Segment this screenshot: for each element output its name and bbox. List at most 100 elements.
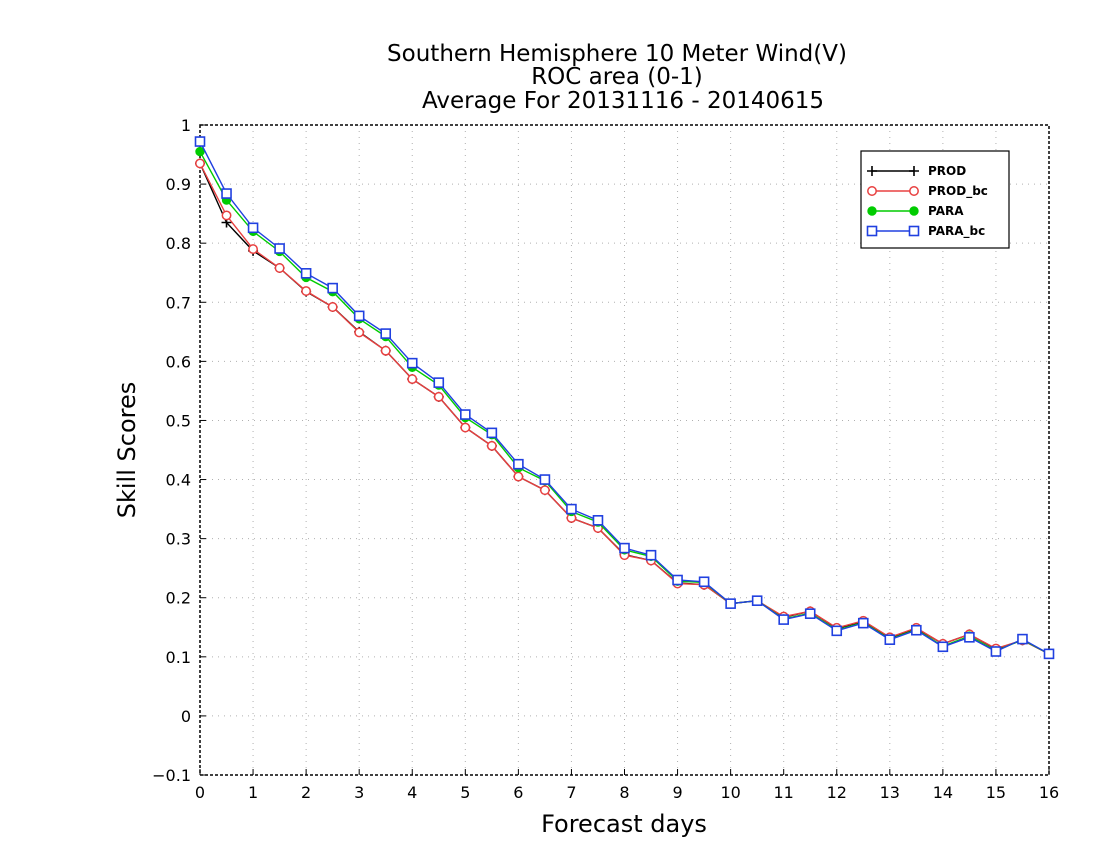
data-point <box>274 243 285 254</box>
data-point <box>300 268 312 279</box>
data-point <box>195 158 205 169</box>
data-point <box>964 632 975 643</box>
data-point <box>486 427 498 439</box>
y-tick-label: 0.7 <box>166 293 191 312</box>
x-tick-label: 15 <box>986 783 1006 802</box>
data-point <box>486 440 497 451</box>
legend-marker <box>909 166 919 176</box>
legend-marker <box>909 206 919 216</box>
y-tick-label: 0.1 <box>166 648 191 667</box>
data-point <box>221 210 232 221</box>
data-point <box>937 641 949 653</box>
legend-label: PARA_bc <box>928 224 985 239</box>
data-point <box>831 625 843 637</box>
series-layer <box>194 136 1055 660</box>
data-point <box>672 574 683 586</box>
data-point <box>406 357 418 369</box>
data-point <box>566 503 577 515</box>
x-tick-label: 5 <box>460 783 470 802</box>
x-tick-label: 14 <box>933 783 953 802</box>
legend-entry: PROD_bc <box>867 184 988 199</box>
data-point <box>407 374 418 385</box>
x-tick-label: 12 <box>827 783 847 802</box>
y-tick-label: 0.4 <box>166 471 191 490</box>
legend-marker <box>909 186 919 196</box>
grid-lines <box>200 125 1049 775</box>
data-point <box>884 634 896 645</box>
x-tick-label: 9 <box>672 783 682 802</box>
legend-label: PROD <box>928 164 966 178</box>
data-point <box>248 244 259 255</box>
data-point <box>1043 648 1055 660</box>
data-point <box>539 474 551 485</box>
x-axis-label: Forecast days <box>541 810 707 838</box>
data-point <box>301 286 312 296</box>
data-point <box>911 624 922 636</box>
legend-entry: PARA <box>867 204 964 218</box>
data-point <box>194 136 206 147</box>
legend-box <box>860 150 1010 249</box>
data-point <box>619 542 630 554</box>
x-tick-label: 0 <box>195 783 205 802</box>
y-tick-label: 1 <box>181 116 191 135</box>
data-point <box>460 422 471 433</box>
legend-label: PARA <box>928 204 964 218</box>
data-point <box>247 222 259 234</box>
data-point <box>645 549 657 561</box>
data-point <box>725 598 736 609</box>
x-tick-label: 11 <box>774 783 794 802</box>
data-point <box>698 576 710 588</box>
x-tick-label: 10 <box>720 783 740 802</box>
x-axis-ticks: 0 1 2 3 4 5 6 7 8 9 10 11 12 13 14 15 16 <box>195 769 1059 802</box>
legend-marker <box>866 225 878 237</box>
legend: PROD PROD_bc PARA PARA_bc <box>860 150 1010 249</box>
data-point <box>433 391 444 402</box>
data-point <box>380 345 391 356</box>
data-point <box>751 595 763 606</box>
y-tick-label: 0.9 <box>166 175 191 194</box>
x-tick-label: 13 <box>880 783 900 802</box>
x-tick-label: 4 <box>407 783 417 802</box>
data-point <box>804 608 816 619</box>
data-point <box>353 310 365 322</box>
x-tick-label: 16 <box>1039 783 1059 802</box>
y-axis-ticks: −0.1 0 0.1 0.2 0.3 0.4 0.5 0.6 0.7 0.8 0.9 1 <box>152 116 206 785</box>
y-tick-label: 0.5 <box>166 411 191 430</box>
y-axis-label: Skill Scores <box>113 382 141 519</box>
legend-marker <box>867 186 877 196</box>
data-point <box>380 328 392 339</box>
legend-marker <box>908 225 920 237</box>
y-tick-label: 0.8 <box>166 234 191 253</box>
data-point <box>513 458 524 470</box>
legend-label: PROD_bc <box>928 184 988 199</box>
y-tick-label: −0.1 <box>152 766 191 785</box>
legend-marker <box>867 166 877 176</box>
data-point <box>327 302 338 312</box>
y-tick-label: 0.3 <box>166 530 191 549</box>
data-point <box>778 614 789 625</box>
legend-entry: PARA_bc <box>866 224 985 239</box>
x-tick-label: 1 <box>248 783 258 802</box>
data-point <box>433 377 445 388</box>
data-point <box>513 471 524 482</box>
data-point <box>857 617 869 629</box>
data-point <box>1017 633 1028 645</box>
y-tick-label: 0.6 <box>166 352 191 371</box>
y-tick-label: 0 <box>181 707 191 726</box>
data-point <box>327 282 338 294</box>
x-tick-label: 3 <box>354 783 364 802</box>
chart-title-line-3: Average For 20131116 - 20140615 <box>422 88 824 114</box>
legend-marker <box>867 206 877 216</box>
series-para-bc <box>194 136 1055 660</box>
data-point <box>990 646 1002 657</box>
data-point <box>460 409 471 420</box>
chart-title-line-1: Southern Hemisphere 10 Meter Wind(V) <box>387 41 847 67</box>
y-tick-label: 0.2 <box>166 589 191 608</box>
data-point <box>354 327 365 338</box>
data-point <box>221 188 232 199</box>
x-tick-label: 2 <box>301 783 311 802</box>
x-tick-label: 8 <box>619 783 629 802</box>
chart-title-line-2: ROC area (0-1) <box>531 64 703 90</box>
x-tick-label: 6 <box>513 783 523 802</box>
